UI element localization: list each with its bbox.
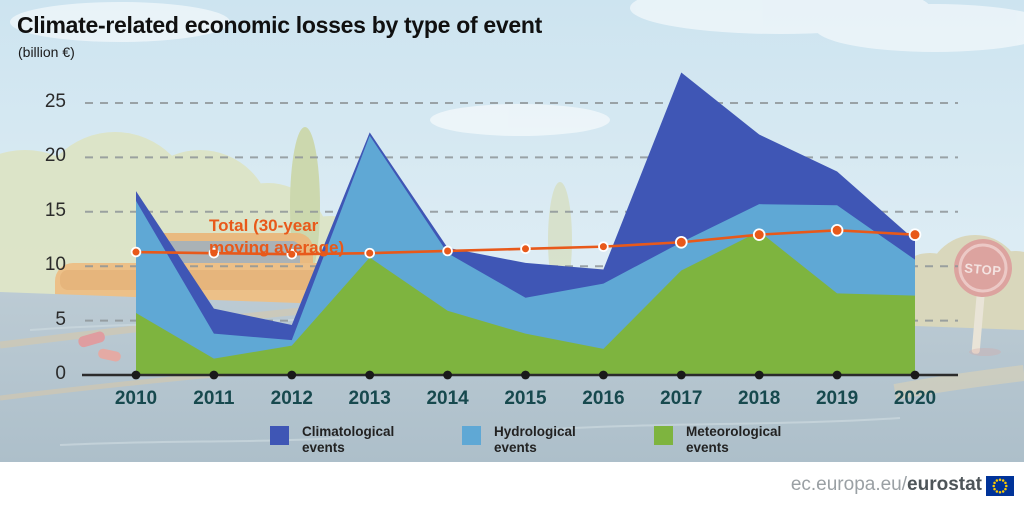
y-tick-label: 25 [44, 91, 66, 112]
cloud-icon [10, 0, 1024, 136]
legend-swatch [654, 426, 673, 445]
eu-flag-icon [986, 476, 1014, 496]
year-tick-dot [910, 370, 920, 380]
x-tick-label: 2015 [504, 388, 547, 409]
total-average-point [520, 243, 531, 255]
footer-url-prefix: ec.europa.eu/ [790, 474, 908, 495]
year-tick-dot [287, 370, 297, 380]
x-tick-label: 2018 [738, 388, 781, 409]
total-average-point [442, 245, 453, 257]
x-tick-label: 2017 [660, 388, 703, 409]
x-tick-label: 2016 [582, 388, 625, 409]
year-tick-dot [676, 370, 686, 380]
total-average-point [830, 223, 844, 237]
legend-label: Meteorological events [686, 424, 782, 455]
total-line-annotation: Total (30-year moving average) [209, 215, 344, 259]
year-tick-dot [599, 370, 608, 380]
total-average-point [752, 228, 766, 241]
year-tick-dot [832, 370, 842, 380]
year-tick-dot [131, 370, 141, 380]
year-tick-dot [754, 370, 764, 380]
y-tick-label: 0 [55, 363, 66, 384]
y-tick-label: 5 [55, 308, 66, 330]
y-tick-label: 20 [44, 145, 66, 167]
total-average-point [908, 228, 922, 241]
footer-url-brand: eurostat [907, 474, 982, 495]
chart-unit-label: (billion €) [18, 44, 75, 60]
legend-label: Hydrological events [494, 424, 576, 455]
total-average-point [674, 235, 688, 249]
x-tick-label: 2013 [348, 388, 391, 409]
year-tick-dot [365, 370, 375, 380]
chart-legend: Climatological events Hydrological events… [270, 424, 790, 456]
annotation-line-1: Total (30-year [209, 216, 319, 235]
total-average-point [286, 248, 298, 260]
stop-sign-reflection [969, 348, 1001, 356]
y-tick-label: 15 [44, 199, 66, 221]
total-average-point [364, 247, 376, 259]
footer-link[interactable]: ec.europa.eu/eurostat [791, 474, 982, 496]
legend-item-meteorological: Meteorological events [654, 424, 790, 456]
year-tick-dot [209, 370, 219, 380]
y-tick-label: 10 [44, 254, 66, 276]
page-title: Climate-related economic losses by type … [17, 12, 542, 38]
legend-label: Climatological events [302, 424, 395, 455]
legend-swatch [462, 426, 481, 445]
total-average-point [598, 241, 609, 252]
x-tick-label: 2011 [193, 388, 235, 409]
x-tick-label: 2020 [893, 388, 937, 409]
footer-bar: ec.europa.eu/eurostat [0, 462, 1024, 512]
x-tick-label: 2012 [270, 388, 313, 409]
year-tick-dot [521, 370, 530, 380]
x-tick-label: 2010 [114, 388, 158, 409]
x-tick-label: 2014 [426, 388, 469, 409]
total-average-point [130, 246, 142, 258]
background-illustration: STOP [0, 0, 1024, 462]
legend-swatch [270, 426, 289, 445]
year-tick-dot [443, 370, 452, 380]
legend-item-climatological: Climatological events [270, 424, 406, 456]
x-tick-label: 2019 [815, 388, 859, 409]
stop-sign-label: STOP [964, 260, 1002, 278]
floating-debris [78, 331, 121, 362]
total-average-point [208, 247, 220, 259]
area-meteorological [136, 231, 915, 375]
stop-sign-icon: STOP [954, 239, 1012, 354]
annotation-line-2: moving average) [209, 238, 345, 257]
legend-item-hydrological: Hydrological events [462, 424, 598, 456]
